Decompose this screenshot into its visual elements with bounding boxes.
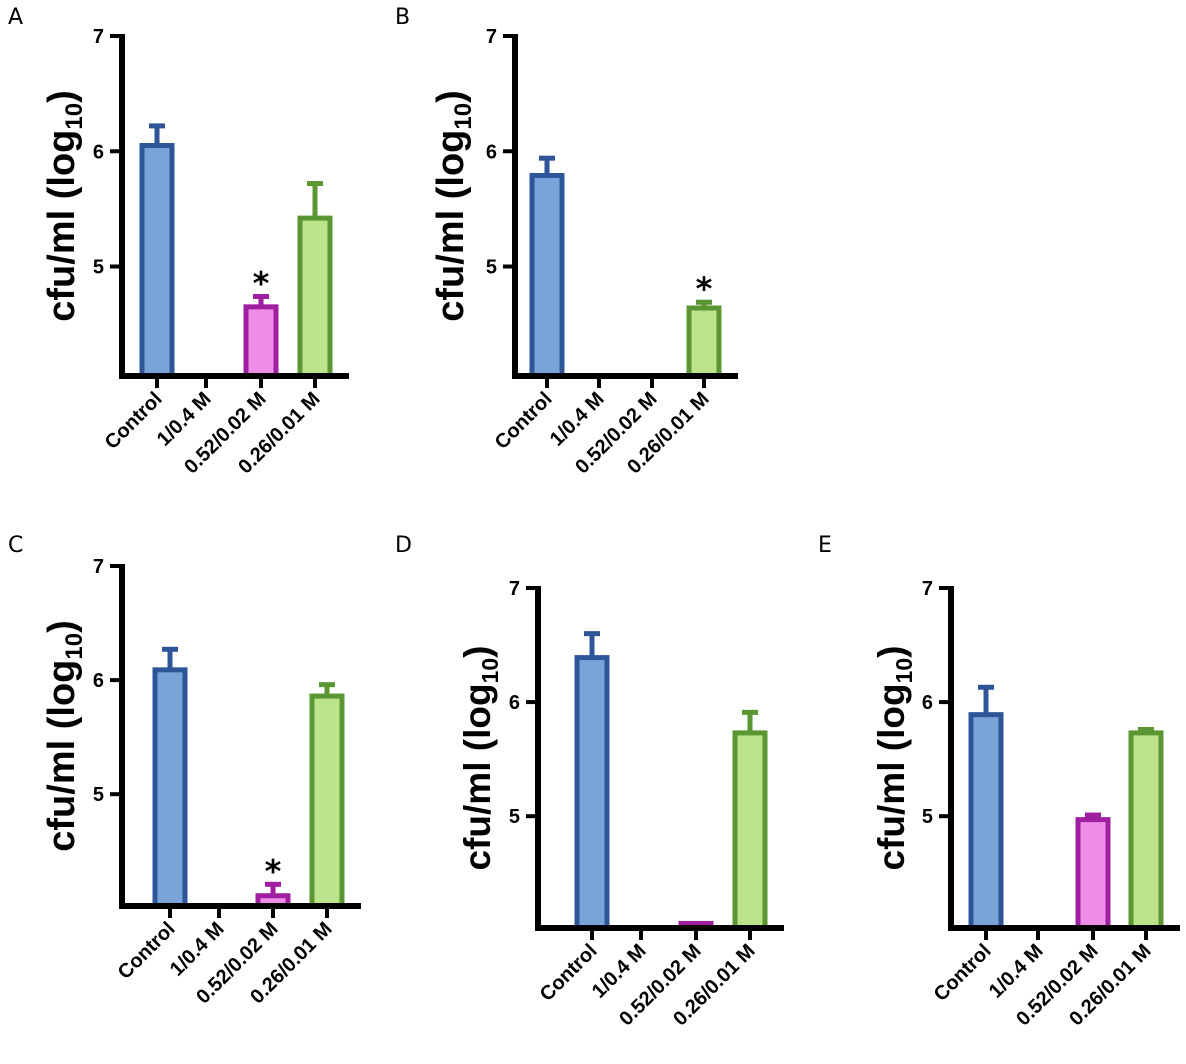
bar-3	[243, 304, 279, 379]
y-tick-label: 7	[922, 578, 933, 600]
y-axis-label-close: )	[457, 646, 498, 658]
y-axis-label-subscript: 10	[891, 658, 917, 684]
bar-1	[574, 655, 610, 931]
y-tick-label: 6	[509, 692, 520, 714]
x-tick-label: Control	[491, 388, 557, 454]
y-axis-label-close: )	[871, 646, 912, 658]
bar-1	[152, 667, 188, 909]
y-tick-label: 7	[486, 26, 497, 48]
y-axis-label: cfu/ml (log10)	[457, 646, 503, 871]
bar-3	[1075, 817, 1111, 931]
panel-letter: A	[8, 5, 23, 30]
y-tick-label: 5	[486, 257, 497, 279]
y-tick-label: 7	[93, 556, 104, 578]
y-tick-label: 5	[93, 257, 104, 279]
panel-letter: C	[8, 533, 23, 558]
significance-star: *	[265, 852, 282, 890]
y-tick-label: 6	[922, 692, 933, 714]
y-axis-label-close: )	[41, 90, 83, 103]
y-axis-label-main: cfu/ml (log	[430, 130, 472, 322]
y-tick-label: 5	[93, 784, 104, 806]
y-axis-label-subscript: 10	[61, 103, 88, 130]
y-tick-label: 5	[509, 806, 520, 828]
y-axis-label-main: cfu/ml (log	[41, 660, 83, 852]
y-axis-label-subscript: 10	[450, 103, 477, 130]
x-tick-label: Control	[114, 918, 180, 984]
bar-4	[1128, 730, 1164, 931]
bar-1	[139, 142, 175, 379]
y-tick-label: 6	[486, 141, 497, 163]
panel-letter: E	[818, 533, 832, 558]
y-tick-label: 7	[93, 26, 104, 48]
y-tick-label: 6	[93, 670, 104, 692]
bar-4	[686, 305, 722, 379]
x-tick-label: Control	[101, 388, 167, 454]
bar-1	[968, 712, 1004, 931]
significance-star: *	[253, 264, 270, 302]
y-axis-label: cfu/ml (log10)	[41, 620, 88, 851]
y-axis-label-main: cfu/ml (log	[457, 683, 498, 870]
y-tick-label: 6	[93, 141, 104, 163]
panel-letter: D	[395, 533, 412, 558]
y-axis-label-main: cfu/ml (log	[871, 683, 912, 870]
y-axis-label-main: cfu/ml (log	[41, 130, 83, 322]
bar-4	[732, 730, 768, 931]
significance-star: *	[696, 270, 713, 308]
y-axis-label-close: )	[41, 620, 83, 633]
y-axis-label: cfu/ml (log10)	[430, 90, 477, 321]
bar-4	[297, 215, 333, 379]
y-axis-label: cfu/ml (log10)	[41, 90, 88, 321]
y-tick-label: 5	[922, 806, 933, 828]
y-axis-label-subscript: 10	[61, 633, 88, 660]
x-tick-label: Control	[536, 940, 602, 1006]
panel-letter: B	[395, 5, 410, 30]
bar-4	[309, 693, 345, 909]
bar-1	[529, 172, 565, 379]
y-axis-label-subscript: 10	[477, 658, 503, 684]
y-axis-label-close: )	[430, 90, 472, 103]
y-axis-label: cfu/ml (log10)	[871, 646, 917, 871]
y-tick-label: 7	[509, 578, 520, 600]
x-tick-label: Control	[930, 940, 996, 1006]
